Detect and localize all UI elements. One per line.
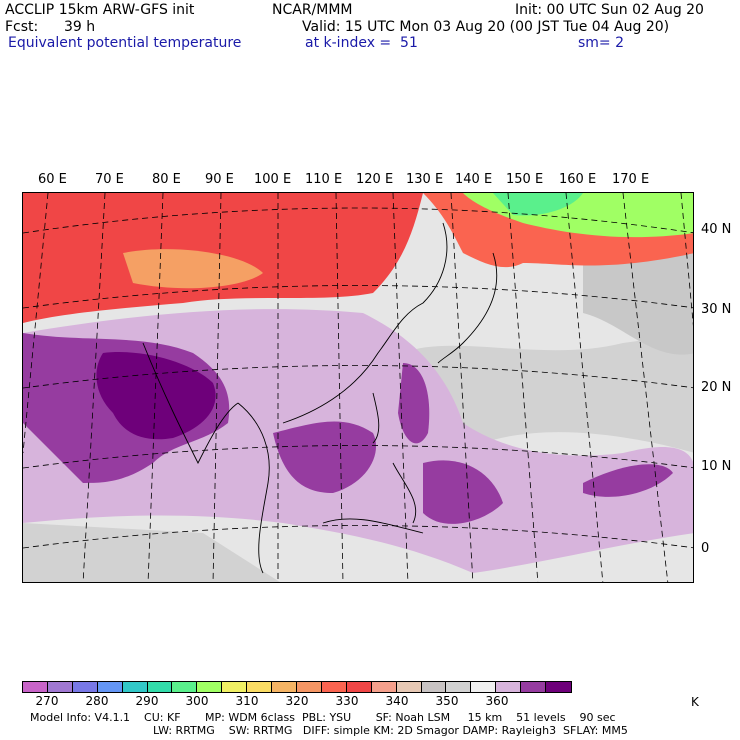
- colorbar-swatch: [222, 682, 248, 692]
- colorbar-tick-label: 300: [185, 694, 209, 708]
- lon-label: 120 E: [356, 172, 394, 187]
- lat-label: 40 N: [701, 222, 732, 237]
- fcst-label: Fcst:: [5, 19, 39, 35]
- colorbar-swatch: [122, 682, 148, 692]
- colorbar-swatch: [346, 682, 372, 692]
- lat-label: 30 N: [701, 302, 732, 317]
- lon-label: 90 E: [205, 172, 234, 187]
- colorbar-swatch: [172, 682, 198, 692]
- colorbar-tick-label: 270: [35, 694, 59, 708]
- colorbar-tick-label: 310: [235, 694, 259, 708]
- lat-label: 10 N: [701, 459, 732, 474]
- colorbar-swatch: [396, 682, 422, 692]
- valid-time: Valid: 15 UTC Mon 03 Aug 20 (00 JST Tue …: [302, 19, 670, 35]
- org-label: NCAR/MMM: [272, 2, 353, 18]
- colorbar-swatch: [72, 682, 98, 692]
- lat-label: 0: [701, 541, 710, 556]
- model-info-line2: LW: RRTMG SW: RRTMG DIFF: simple KM: 2D …: [153, 724, 628, 737]
- colorbar-swatch: [496, 682, 522, 692]
- colorbar-swatch: [97, 682, 123, 692]
- colorbar-swatch: [247, 682, 273, 692]
- lon-label: 80 E: [152, 172, 181, 187]
- lon-label: 140 E: [455, 172, 493, 187]
- colorbar-swatch: [371, 682, 397, 692]
- theta-e-field: [23, 193, 693, 582]
- colorbar-swatch: [147, 682, 173, 692]
- lon-label: 100 E: [254, 172, 292, 187]
- level-label: at k-index = 51: [305, 35, 418, 51]
- purple-region-philippine-sea: [398, 363, 430, 444]
- colorbar-tick-label: 280: [85, 694, 109, 708]
- colorbar-swatch: [446, 682, 472, 692]
- colorbar-tick-label: 320: [285, 694, 309, 708]
- init-time: Init: 00 UTC Sun 02 Aug 20: [515, 2, 704, 18]
- graticule: [23, 193, 693, 582]
- colorbar-tick-label: 350: [435, 694, 459, 708]
- colorbar-swatch: [296, 682, 322, 692]
- green-region-deep: [493, 193, 583, 216]
- model-title: ACCLIP 15km ARW-GFS init: [5, 2, 195, 18]
- colorbar-swatch: [546, 682, 571, 692]
- colorbar-tick-label: 340: [385, 694, 409, 708]
- colorbar-swatch: [421, 682, 447, 692]
- gray-region: [403, 333, 693, 453]
- purple-region-scs: [273, 421, 377, 493]
- map-panel: [22, 192, 694, 583]
- colorbar-tick-label: 330: [335, 694, 359, 708]
- orange-region: [123, 249, 263, 289]
- lon-label: 130 E: [406, 172, 444, 187]
- fcst-value: 39 h: [64, 19, 96, 35]
- purple-region-east: [583, 464, 673, 497]
- colorbar-tick-label: 360: [485, 694, 509, 708]
- colorbar-swatch: [521, 682, 547, 692]
- smoothing-label: sm= 2: [578, 35, 625, 51]
- colorbar-swatch: [321, 682, 347, 692]
- colorbar: [22, 681, 572, 693]
- lon-label: 150 E: [506, 172, 544, 187]
- colorbar-tick-label: 290: [135, 694, 159, 708]
- colorbar-swatch: [272, 682, 297, 692]
- colorbar-swatch: [471, 682, 497, 692]
- field-name: Equivalent potential temperature: [8, 35, 242, 51]
- lon-label: 70 E: [95, 172, 124, 187]
- lon-label: 170 E: [612, 172, 650, 187]
- model-info-line1: Model Info: V4.1.1 CU: KF MP: WDM 6class…: [30, 711, 616, 724]
- colorbar-swatch: [47, 682, 73, 692]
- lon-label: 160 E: [559, 172, 597, 187]
- lat-label: 20 N: [701, 380, 732, 395]
- purple-region-wpac: [423, 460, 503, 524]
- coastlines: [142, 222, 498, 574]
- gray-region-sw: [23, 523, 280, 582]
- colorbar-swatch: [23, 682, 48, 692]
- colorbar-swatch: [197, 682, 223, 692]
- dark-purple-region: [96, 352, 216, 440]
- lon-label: 60 E: [38, 172, 67, 187]
- lon-label: 110 E: [305, 172, 343, 187]
- colorbar-unit: K: [691, 695, 699, 709]
